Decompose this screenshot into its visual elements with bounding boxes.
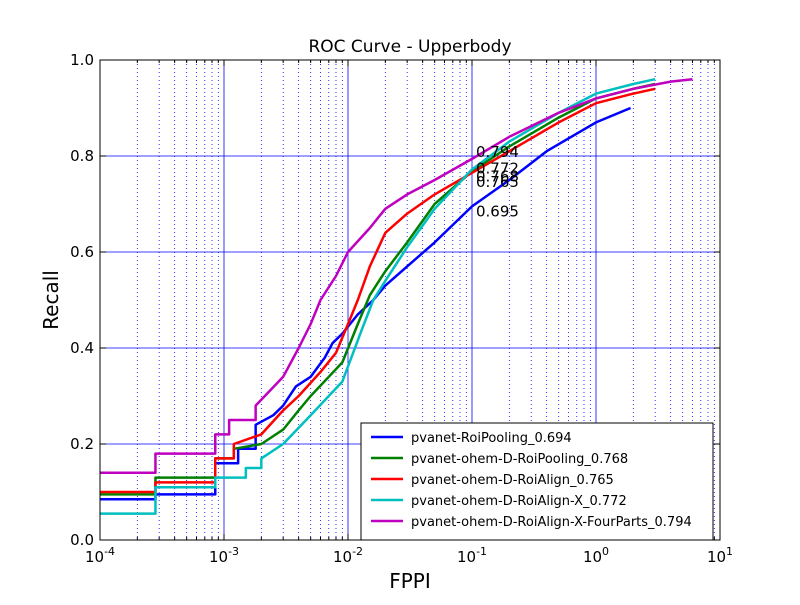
x-tick-label: 10-3 bbox=[209, 545, 239, 566]
y-tick-label: 0.4 bbox=[70, 339, 94, 357]
x-tick-label: 100 bbox=[583, 545, 609, 566]
series-layer bbox=[100, 77, 693, 515]
auc-annotation: 0.794 bbox=[476, 143, 519, 161]
legend-label: pvanet-ohem-D-RoiAlign-X-FourParts_0.794 bbox=[411, 515, 692, 530]
y-axis-label: Recall bbox=[39, 270, 63, 330]
series-line-3 bbox=[100, 77, 656, 515]
legend-label: pvanet-ohem-D-RoiAlign-X_0.772 bbox=[411, 494, 627, 509]
series-line-4 bbox=[100, 77, 693, 475]
y-tick-label: 0.8 bbox=[70, 147, 94, 165]
x-tick-label: 101 bbox=[707, 545, 733, 566]
series-line-2 bbox=[100, 87, 656, 494]
auc-annotation: 0.695 bbox=[476, 202, 519, 220]
auc-annotation: 0.765 bbox=[476, 173, 519, 191]
legend-box bbox=[360, 422, 714, 541]
chart-title: ROC Curve - Upperbody bbox=[308, 37, 511, 57]
auc-annotation: 0.772 bbox=[476, 159, 519, 177]
x-axis-label: FPPI bbox=[389, 569, 431, 593]
y-tick-label: 0.0 bbox=[70, 531, 94, 549]
auc-annotation: 0.768 bbox=[476, 167, 519, 185]
series-line-0 bbox=[100, 106, 632, 501]
legend-label: pvanet-RoiPooling_0.694 bbox=[411, 431, 572, 446]
x-tick-label: 10-4 bbox=[85, 545, 115, 566]
x-tick-label: 10-2 bbox=[333, 545, 363, 566]
y-tick-label: 0.6 bbox=[70, 243, 94, 261]
x-tick-label: 10-1 bbox=[457, 545, 487, 566]
legend-label: pvanet-ohem-D-RoiAlign_0.765 bbox=[411, 473, 614, 488]
y-tick-label: 0.2 bbox=[70, 435, 94, 453]
legend: pvanet-RoiPooling_0.694 pvanet-ohem-D-Roi… bbox=[360, 422, 714, 541]
y-tick-label: 1.0 bbox=[70, 51, 94, 69]
legend-label: pvanet-ohem-D-RoiPooling_0.768 bbox=[411, 452, 628, 467]
